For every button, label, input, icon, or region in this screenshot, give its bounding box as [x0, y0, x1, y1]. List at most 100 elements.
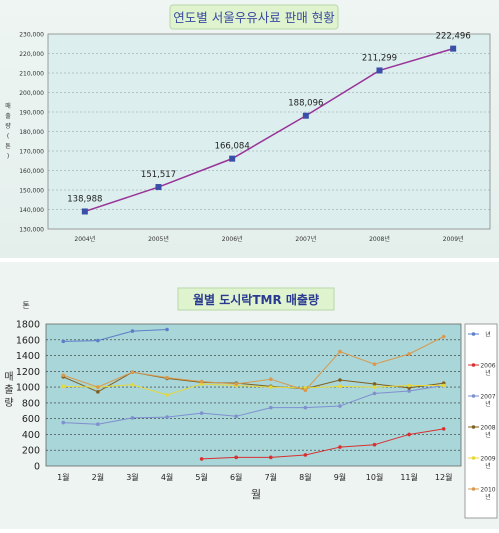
chart2-legend-label-suffix: 년: [485, 462, 491, 470]
chart2-x-tick-label: 12월: [435, 472, 453, 482]
chart2-data-point: [165, 415, 169, 419]
chart2-data-point: [199, 379, 204, 384]
chart2-series-line: [63, 336, 444, 391]
chart1-data-label: 151,517: [141, 170, 176, 180]
chart1-y-tick-label: 150,000: [19, 188, 44, 195]
monthly-tmr-chart-panel: 월별 도시락TMR 매출량 톤 0 200 400 600 800 1000 1200 140…: [0, 262, 499, 529]
chart2-legend-marker: [471, 363, 476, 367]
chart2-legend-marker: [471, 487, 476, 491]
chart1-y-tick-label: 180,000: [19, 129, 44, 136]
chart1-y-tick-label: 130,000: [19, 227, 44, 234]
chart2-x-tick-label: 3월: [126, 472, 138, 482]
chart1-data-labels: 138,988 151,517 166,084 188,096 211,299 222,4…: [67, 32, 470, 205]
chart1-y-axis-label-char: 매: [5, 102, 11, 110]
chart2-y-tick-label: 600: [22, 414, 40, 425]
chart2-data-point: [165, 375, 169, 380]
chart2-y-tick-label: 200: [22, 446, 40, 457]
chart2-y-ticks: 0 200 400 600 800 1000 1200 1400 1600 1800: [16, 320, 40, 473]
chart1-y-tick-label: 160,000: [19, 168, 44, 175]
chart2-series-group: [61, 334, 446, 393]
yearly-sales-chart-panel: 연도별 서울우유사료 판매 현황 130,000 140,000 150,000 16…: [0, 0, 499, 258]
chart2-y-axis-label-char: 량: [4, 397, 13, 409]
chart1-y-tick-label: 220,000: [19, 51, 44, 58]
chart2-data-point: [96, 385, 100, 389]
chart2-unit: 톤: [22, 301, 29, 310]
chart1-data-point: [302, 112, 309, 119]
chart1-data-label: 211,299: [362, 53, 397, 63]
chart1-y-tick-label: 210,000: [19, 71, 44, 78]
chart2-data-point: [303, 405, 308, 410]
chart2-legend-label-suffix: 년: [485, 493, 491, 501]
chart2-y-axis-label-char: 출: [4, 384, 13, 396]
chart2-data-point: [61, 373, 66, 378]
chart2-data-point: [372, 382, 377, 386]
chart2-data-point: [268, 385, 273, 389]
chart1-data-point: [81, 208, 88, 215]
chart2-gridlines: [46, 339, 461, 451]
chart1-y-ticks: 130,000 140,000 150,000 160,000 170,000 180,0…: [19, 32, 44, 234]
chart2-series-line: [63, 371, 444, 393]
chart2-title: 월별 도시락TMR 매출량: [193, 292, 319, 307]
chart2-x-tick-label: 4월: [161, 472, 173, 482]
chart1-y-axis-label-char: 출: [5, 112, 11, 120]
chart1-data-label: 138,988: [67, 194, 102, 204]
chart2-data-point: [234, 455, 239, 460]
chart2-legend-marker: [471, 394, 476, 398]
chart2-data-point: [130, 416, 135, 420]
chart2-y-tick-label: 0: [34, 462, 40, 473]
chart2-x-tick-label: 6월: [230, 472, 242, 482]
chart2-data-point: [130, 370, 135, 374]
chart1-x-tick-label: 2006년: [222, 235, 243, 243]
chart2-y-tick-label: 1600: [16, 335, 40, 346]
chart2-data-point: [372, 442, 377, 447]
chart2-plot-area: [45, 323, 462, 467]
chart2-data-point: [96, 338, 100, 343]
chart2-y-tick-label: 1800: [16, 320, 40, 331]
chart2-data-point: [372, 385, 377, 389]
chart1-data-point: [229, 155, 236, 162]
chart2-legend-label: 2006: [480, 363, 495, 370]
chart1-title-box: [169, 4, 339, 30]
chart2-x-tick-label: 7월: [265, 472, 277, 482]
chart1-x-tick-label: 2007년: [295, 235, 316, 243]
chart2-legend-label: 년: [485, 331, 491, 339]
chart2-x-tick-label: 1월: [57, 472, 69, 482]
chart2-data-point: [407, 352, 411, 356]
chart2-series: [61, 327, 446, 461]
chart2-data-point: [338, 349, 342, 354]
chart1-y-tick-label: 190,000: [19, 110, 44, 117]
chart1-y-tick-label: 230,000: [19, 32, 44, 39]
chart1-x-ticks: 2004년 2005년 2006년 2007년 2008년 2009년: [74, 235, 463, 243]
chart2-data-point: [303, 388, 308, 393]
chart2-data-point: [268, 455, 273, 460]
chart2-data-point: [407, 432, 411, 437]
chart1-y-tick-label: 140,000: [19, 207, 44, 214]
chart2-legend: [464, 323, 498, 519]
chart1-y-axis-label-char: 량: [5, 123, 11, 130]
chart2-data-point: [268, 405, 273, 410]
chart1-data-label: 222,496: [436, 32, 471, 42]
chart1-y-axis-label-char: ): [7, 153, 9, 160]
chart2-series-group: [199, 427, 446, 461]
chart1-data-point: [450, 45, 457, 52]
chart2-y-tick-label: 1400: [16, 351, 40, 362]
chart2-data-point: [303, 453, 308, 457]
chart2-data-point: [130, 329, 135, 333]
chart2-data-point: [407, 383, 411, 388]
chart1-x-tick-label: 2004년: [74, 235, 95, 243]
chart1-data-point: [155, 184, 162, 191]
chart2-data-point: [372, 391, 377, 396]
chart2-series-line: [63, 329, 168, 342]
chart2-legend-label-suffix: 년: [485, 431, 491, 439]
chart2-legend-marker: [471, 456, 476, 460]
chart1-x-tick-label: 2005년: [148, 235, 169, 243]
chart2-x-tick-label: 9월: [334, 472, 346, 482]
chart2-x-ticks: 1월 2월 3월 4월 5월 6월 7월 8월 9월 10월 11월 12월: [57, 472, 452, 482]
chart2-data-point: [199, 457, 204, 461]
chart2-data-point: [338, 384, 342, 389]
chart2-data-point: [61, 420, 66, 425]
yearly-sales-chart: 연도별 서울우유사료 판매 현황 130,000 140,000 150,000 16…: [5, 4, 491, 243]
chart1-series: [81, 45, 457, 215]
monthly-tmr-chart: 월별 도시락TMR 매출량 톤 0 200 400 600 800 1000 1200 140…: [4, 287, 498, 519]
